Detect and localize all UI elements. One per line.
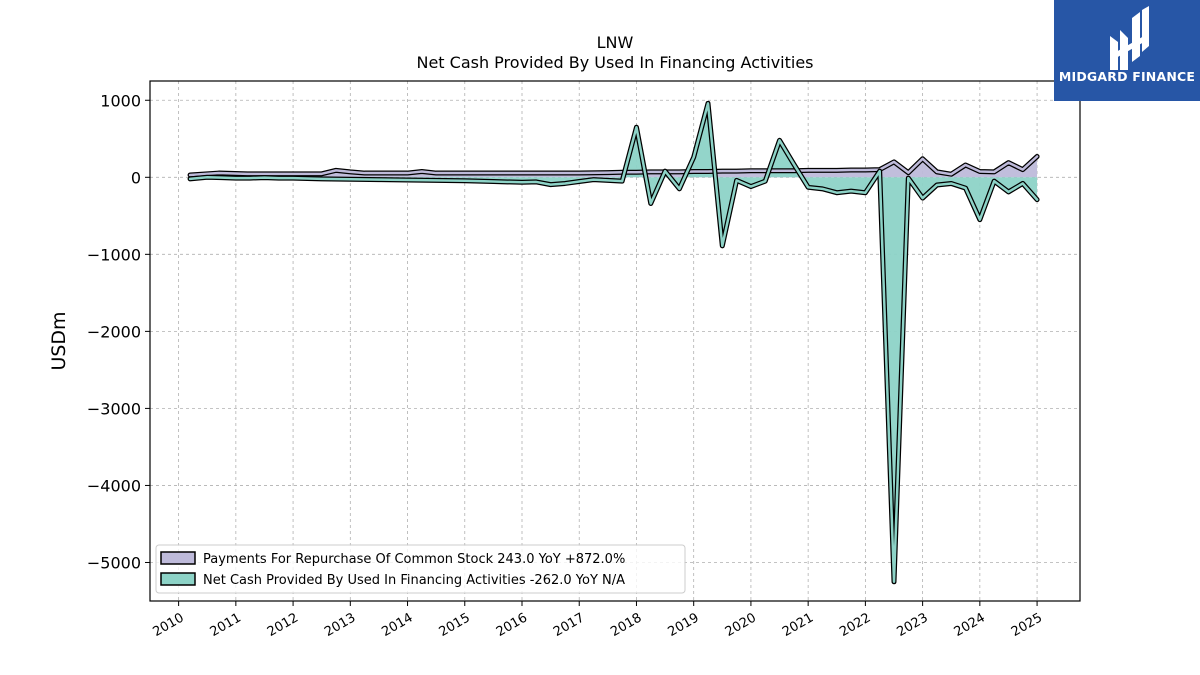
- y-tick-label: −3000: [87, 399, 141, 418]
- x-tick-label: 2014: [379, 610, 415, 640]
- series-line-0: [188, 155, 1039, 177]
- x-tick-label: 2013: [322, 610, 358, 640]
- x-tick-label: 2017: [551, 610, 587, 640]
- x-tick-label: 2019: [666, 610, 702, 640]
- x-tick-label: 2024: [952, 610, 988, 640]
- series-line-1: [188, 102, 1039, 583]
- y-tick-label: 0: [131, 168, 141, 187]
- legend-swatch-financing: [160, 572, 196, 586]
- x-tick-label: 2020: [723, 610, 759, 640]
- x-tick-label: 2010: [150, 610, 186, 640]
- x-tick-label: 2012: [265, 610, 301, 640]
- series-lines: [187, 100, 1040, 585]
- legend-label-repurchase: Payments For Repurchase Of Common Stock …: [203, 552, 625, 567]
- midgard-logo-icon: [1110, 6, 1149, 70]
- plot-frame: [149, 80, 1081, 602]
- x-axis-ticks: 2010 2011 2012 2013 2014 2015 2016 2017 2018 2019…: [150, 601, 1045, 640]
- y-axis-label: USDm: [48, 311, 70, 370]
- y-tick-label: −1000: [87, 245, 141, 264]
- grid-lines: [150, 81, 1080, 601]
- legend-box: [155, 544, 686, 594]
- x-tick-label: 2021: [780, 610, 816, 640]
- x-tick-label: 2018: [608, 610, 644, 640]
- x-tick-label: 2015: [437, 610, 473, 640]
- legend-swatch-repurchase: [160, 551, 196, 565]
- brand-logo: MIDGARD FINANCE: [1054, 0, 1200, 101]
- y-tick-label: −2000: [87, 322, 141, 341]
- chart-title: LNW: [597, 33, 634, 52]
- x-tick-label: 2025: [1009, 610, 1045, 640]
- y-tick-label: −4000: [87, 476, 141, 495]
- y-tick-label: −5000: [87, 553, 141, 572]
- x-tick-label: 2022: [837, 610, 873, 640]
- y-axis-ticks: 1000 0 −1000 −2000 −3000 −4000 −5000: [87, 91, 150, 572]
- brand-name: MIDGARD FINANCE: [1058, 69, 1196, 84]
- x-tick-label: 2016: [494, 610, 530, 640]
- legend-label-financing: Net Cash Provided By Used In Financing A…: [203, 573, 625, 588]
- legend: Payments For Repurchase Of Common Stock …: [155, 544, 686, 594]
- x-tick-label: 2023: [894, 610, 930, 640]
- chart-subtitle: Net Cash Provided By Used In Financing A…: [416, 53, 813, 72]
- x-tick-label: 2011: [208, 610, 244, 640]
- y-tick-label: 1000: [100, 91, 141, 110]
